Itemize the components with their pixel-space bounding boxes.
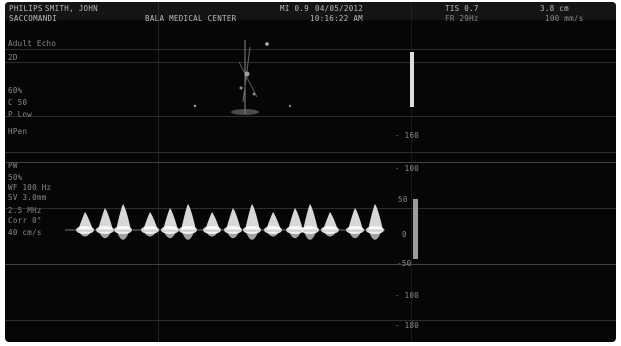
operator-name: SACCOMANDI	[9, 14, 58, 23]
scale-marker-mid: - 100	[395, 164, 420, 173]
ultrasound-image-layer	[193, 40, 292, 115]
scale-upper-value: 50	[398, 195, 408, 204]
doppler-beat	[161, 208, 179, 239]
bmode-echo-cluster	[193, 40, 292, 115]
velocity-scale-bar	[413, 199, 418, 259]
baseline-line	[5, 264, 616, 265]
scan-column	[411, 2, 412, 342]
scale-marker-bottom: - 180	[395, 321, 420, 330]
preset-label: Adult Echo	[8, 39, 57, 48]
sweep-speed: 100 mm/s	[545, 14, 584, 23]
doppler-beat	[243, 204, 261, 240]
bmode-frequency: HPen	[8, 127, 28, 136]
doppler-beat	[203, 212, 221, 237]
wall-filter: WF 100 Hz	[8, 183, 52, 192]
bmode-persistence: P Low	[8, 110, 33, 119]
bmode-compression: C 50	[8, 98, 28, 107]
doppler-beat	[366, 204, 384, 240]
velocity-scale: 40 cm/s	[8, 228, 42, 237]
doppler-beat	[286, 208, 304, 239]
angle-correction: Corr 0°	[8, 216, 42, 225]
scan-line	[5, 152, 616, 153]
exam-date: 04/05/2012	[315, 4, 364, 13]
ultrasound-screen: PHILIPS SMITH, JOHN MI 0.9 04/05/2012 TI…	[5, 2, 616, 342]
bmode-mode: 2D	[8, 53, 18, 62]
scale-zero-value: 0	[402, 230, 407, 239]
doppler-spectrum	[65, 204, 385, 240]
doppler-beat	[114, 204, 132, 240]
scan-line	[5, 320, 616, 321]
institution-name: BALA MEDICAL CENTER	[145, 14, 237, 23]
doppler-beat	[179, 204, 197, 240]
scale-neg-value: -50	[397, 259, 412, 268]
cursor-marker	[410, 52, 414, 107]
scale-marker-top: - 160	[395, 131, 420, 140]
doppler-beat	[141, 212, 159, 237]
doppler-beat	[76, 212, 94, 237]
depth-readout: 3.8 cm	[540, 4, 569, 13]
scan-column	[158, 2, 159, 342]
scale-marker-lower: - 100	[395, 291, 420, 300]
doppler-frequency: 2.5 MHz	[8, 206, 42, 215]
bmode-gain: 60%	[8, 86, 23, 95]
scan-line	[5, 49, 616, 50]
mechanical-index: MI 0.9	[280, 4, 309, 13]
sample-volume: SV 3.0mm	[8, 193, 47, 202]
thermal-index: TIS 0.7	[445, 4, 479, 13]
scan-line	[5, 116, 616, 117]
scan-line	[5, 162, 616, 163]
doppler-mode: PW	[8, 161, 18, 170]
doppler-beat	[264, 212, 282, 237]
brand-logo: PHILIPS	[9, 4, 43, 13]
header-bar	[5, 2, 616, 20]
patient-name: SMITH, JOHN	[45, 4, 98, 13]
doppler-beat	[301, 204, 319, 240]
doppler-gain: 50%	[8, 173, 23, 182]
exam-time: 10:16:22 AM	[310, 14, 363, 23]
doppler-beat	[224, 208, 242, 239]
doppler-beat	[96, 208, 114, 239]
scan-line	[5, 62, 616, 63]
doppler-beat	[346, 208, 364, 239]
frame-rate: FR 29Hz	[445, 14, 479, 23]
doppler-beat	[321, 212, 339, 237]
